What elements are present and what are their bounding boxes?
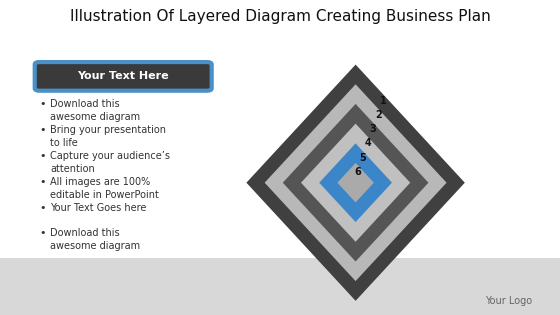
Text: Your Text Here: Your Text Here — [77, 72, 169, 81]
Text: All images are 100%
editable in PowerPoint: All images are 100% editable in PowerPoi… — [50, 177, 159, 199]
Polygon shape — [319, 143, 392, 222]
Text: 5: 5 — [360, 152, 366, 163]
Text: Download this
awesome diagram: Download this awesome diagram — [50, 99, 141, 122]
Text: 2: 2 — [375, 110, 382, 120]
Text: •: • — [39, 177, 46, 187]
Text: Capture your audience’s
attention: Capture your audience’s attention — [50, 151, 170, 174]
Text: Your Text Goes here: Your Text Goes here — [50, 203, 147, 213]
Polygon shape — [246, 65, 465, 301]
Text: Bring your presentation
to life: Bring your presentation to life — [50, 125, 166, 148]
Text: •: • — [39, 228, 46, 238]
FancyBboxPatch shape — [35, 62, 212, 91]
Polygon shape — [265, 84, 446, 281]
Bar — [0, 258, 560, 315]
Text: Download this
awesome diagram: Download this awesome diagram — [50, 228, 141, 251]
Polygon shape — [283, 104, 428, 261]
Polygon shape — [301, 124, 410, 242]
Text: Your Logo: Your Logo — [485, 295, 532, 306]
Text: 3: 3 — [370, 124, 376, 134]
Text: 4: 4 — [365, 138, 371, 148]
Text: •: • — [39, 99, 46, 109]
Text: •: • — [39, 203, 46, 213]
Text: •: • — [39, 151, 46, 161]
Text: 1: 1 — [380, 96, 387, 106]
Text: •: • — [39, 125, 46, 135]
Polygon shape — [337, 163, 374, 203]
Text: Illustration Of Layered Diagram Creating Business Plan: Illustration Of Layered Diagram Creating… — [69, 9, 491, 25]
Text: 6: 6 — [354, 167, 361, 177]
